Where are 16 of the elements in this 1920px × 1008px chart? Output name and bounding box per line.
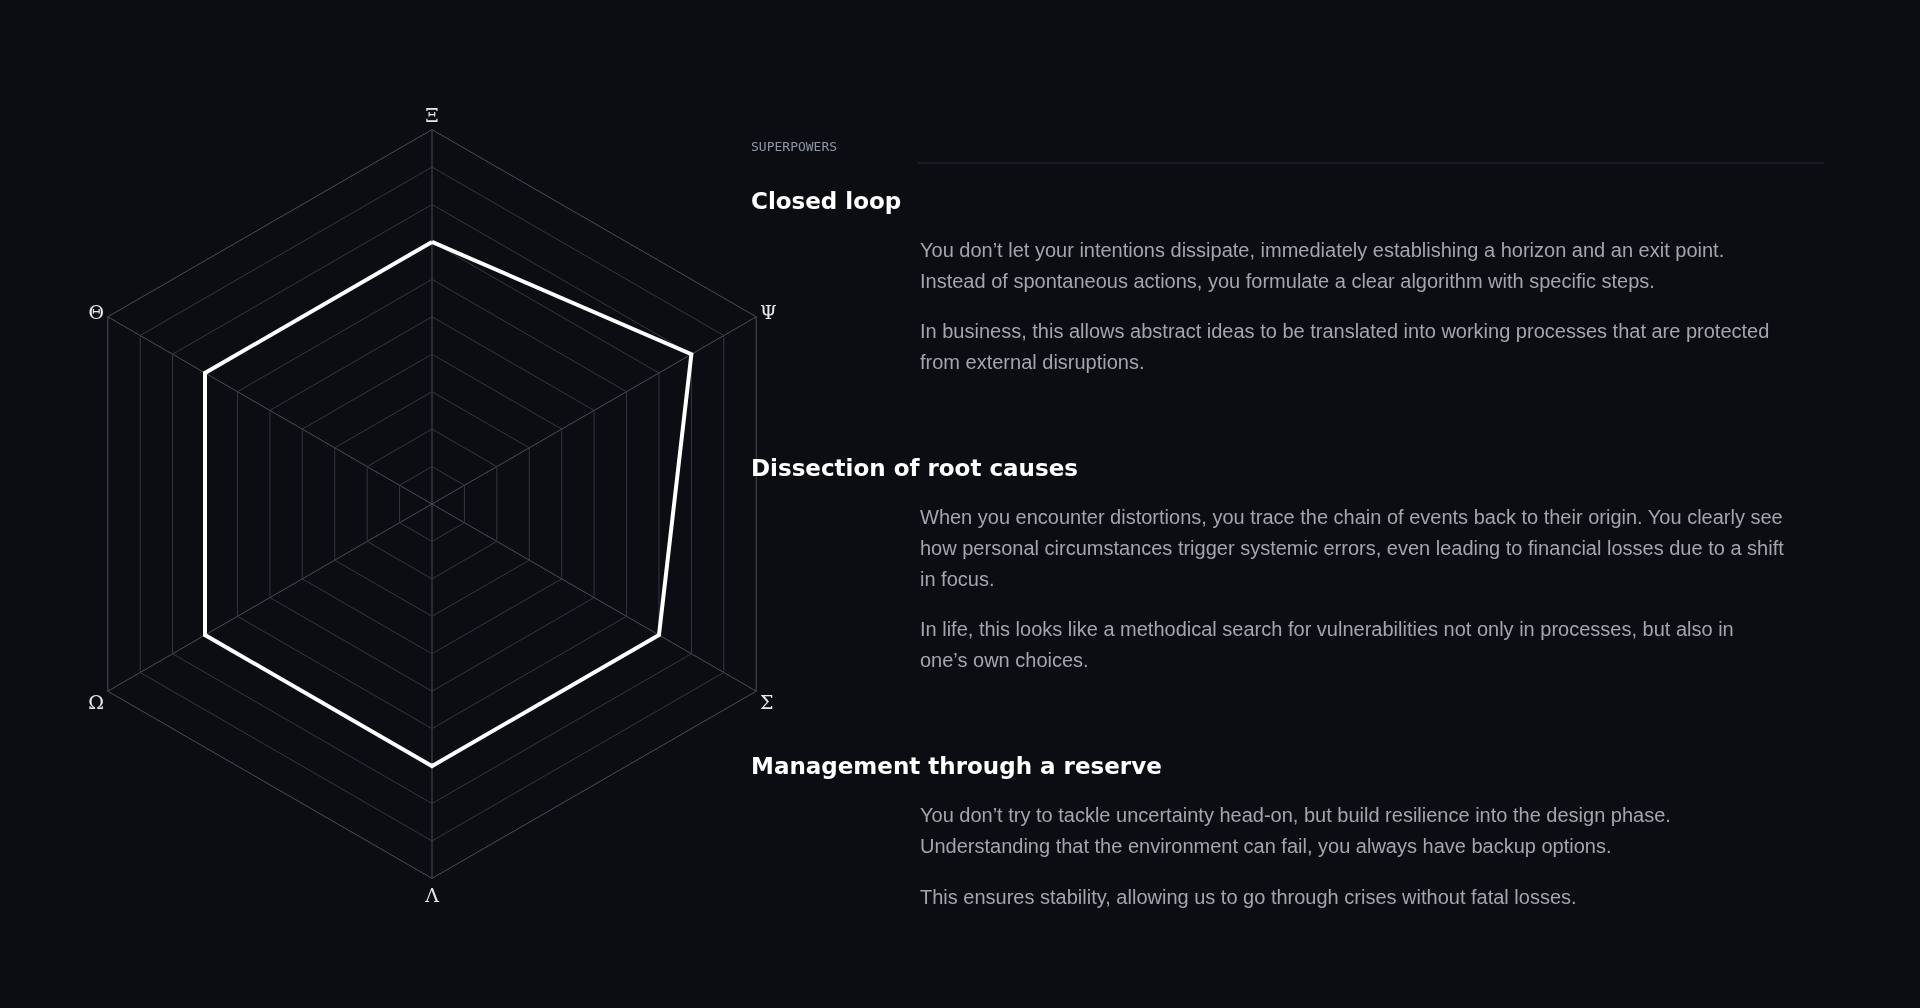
text: Management through a reserve: [751, 753, 1162, 779]
text: You don’t try to tackle uncertainty head-on, but build resilience into the design phase. Understanding that the environment can fail, you always have backup options.: [920, 804, 1671, 857]
text: In business, this allows abstract ideas to be translated into working processes that are protected from external disruptions.: [920, 320, 1770, 373]
text: Dissection of root causes: [751, 455, 1078, 481]
spoke-label: Ω: [88, 690, 105, 713]
spoke-label: Ξ: [425, 103, 439, 126]
text: When you encounter distortions, you trace the chain of events back to their origin. You clearly see how personal circumstances trigger systemic errors, even leading to financial losses due to a shift in focus.: [920, 506, 1785, 590]
spoke-label: Θ: [88, 300, 105, 323]
text: Closed loop: [751, 188, 902, 214]
spoke-label: Λ: [424, 883, 440, 906]
text: You don’t let your intentions dissipate, immediately establishing a horizon and an exit point. Instead of spontaneous actions, you formulate a clear algorithm with specific steps.: [920, 239, 1725, 292]
text: This ensures stability, allowing us to go through crises without fatal losses.: [920, 886, 1577, 908]
text: SUPERPOWERS: [751, 139, 838, 154]
spoke-label: Σ: [759, 690, 774, 713]
spoke-label: Ψ: [759, 300, 777, 323]
text: In life, this looks like a methodical search for vulnerabilities not only in processes, but also in one’s own choices.: [920, 618, 1734, 671]
